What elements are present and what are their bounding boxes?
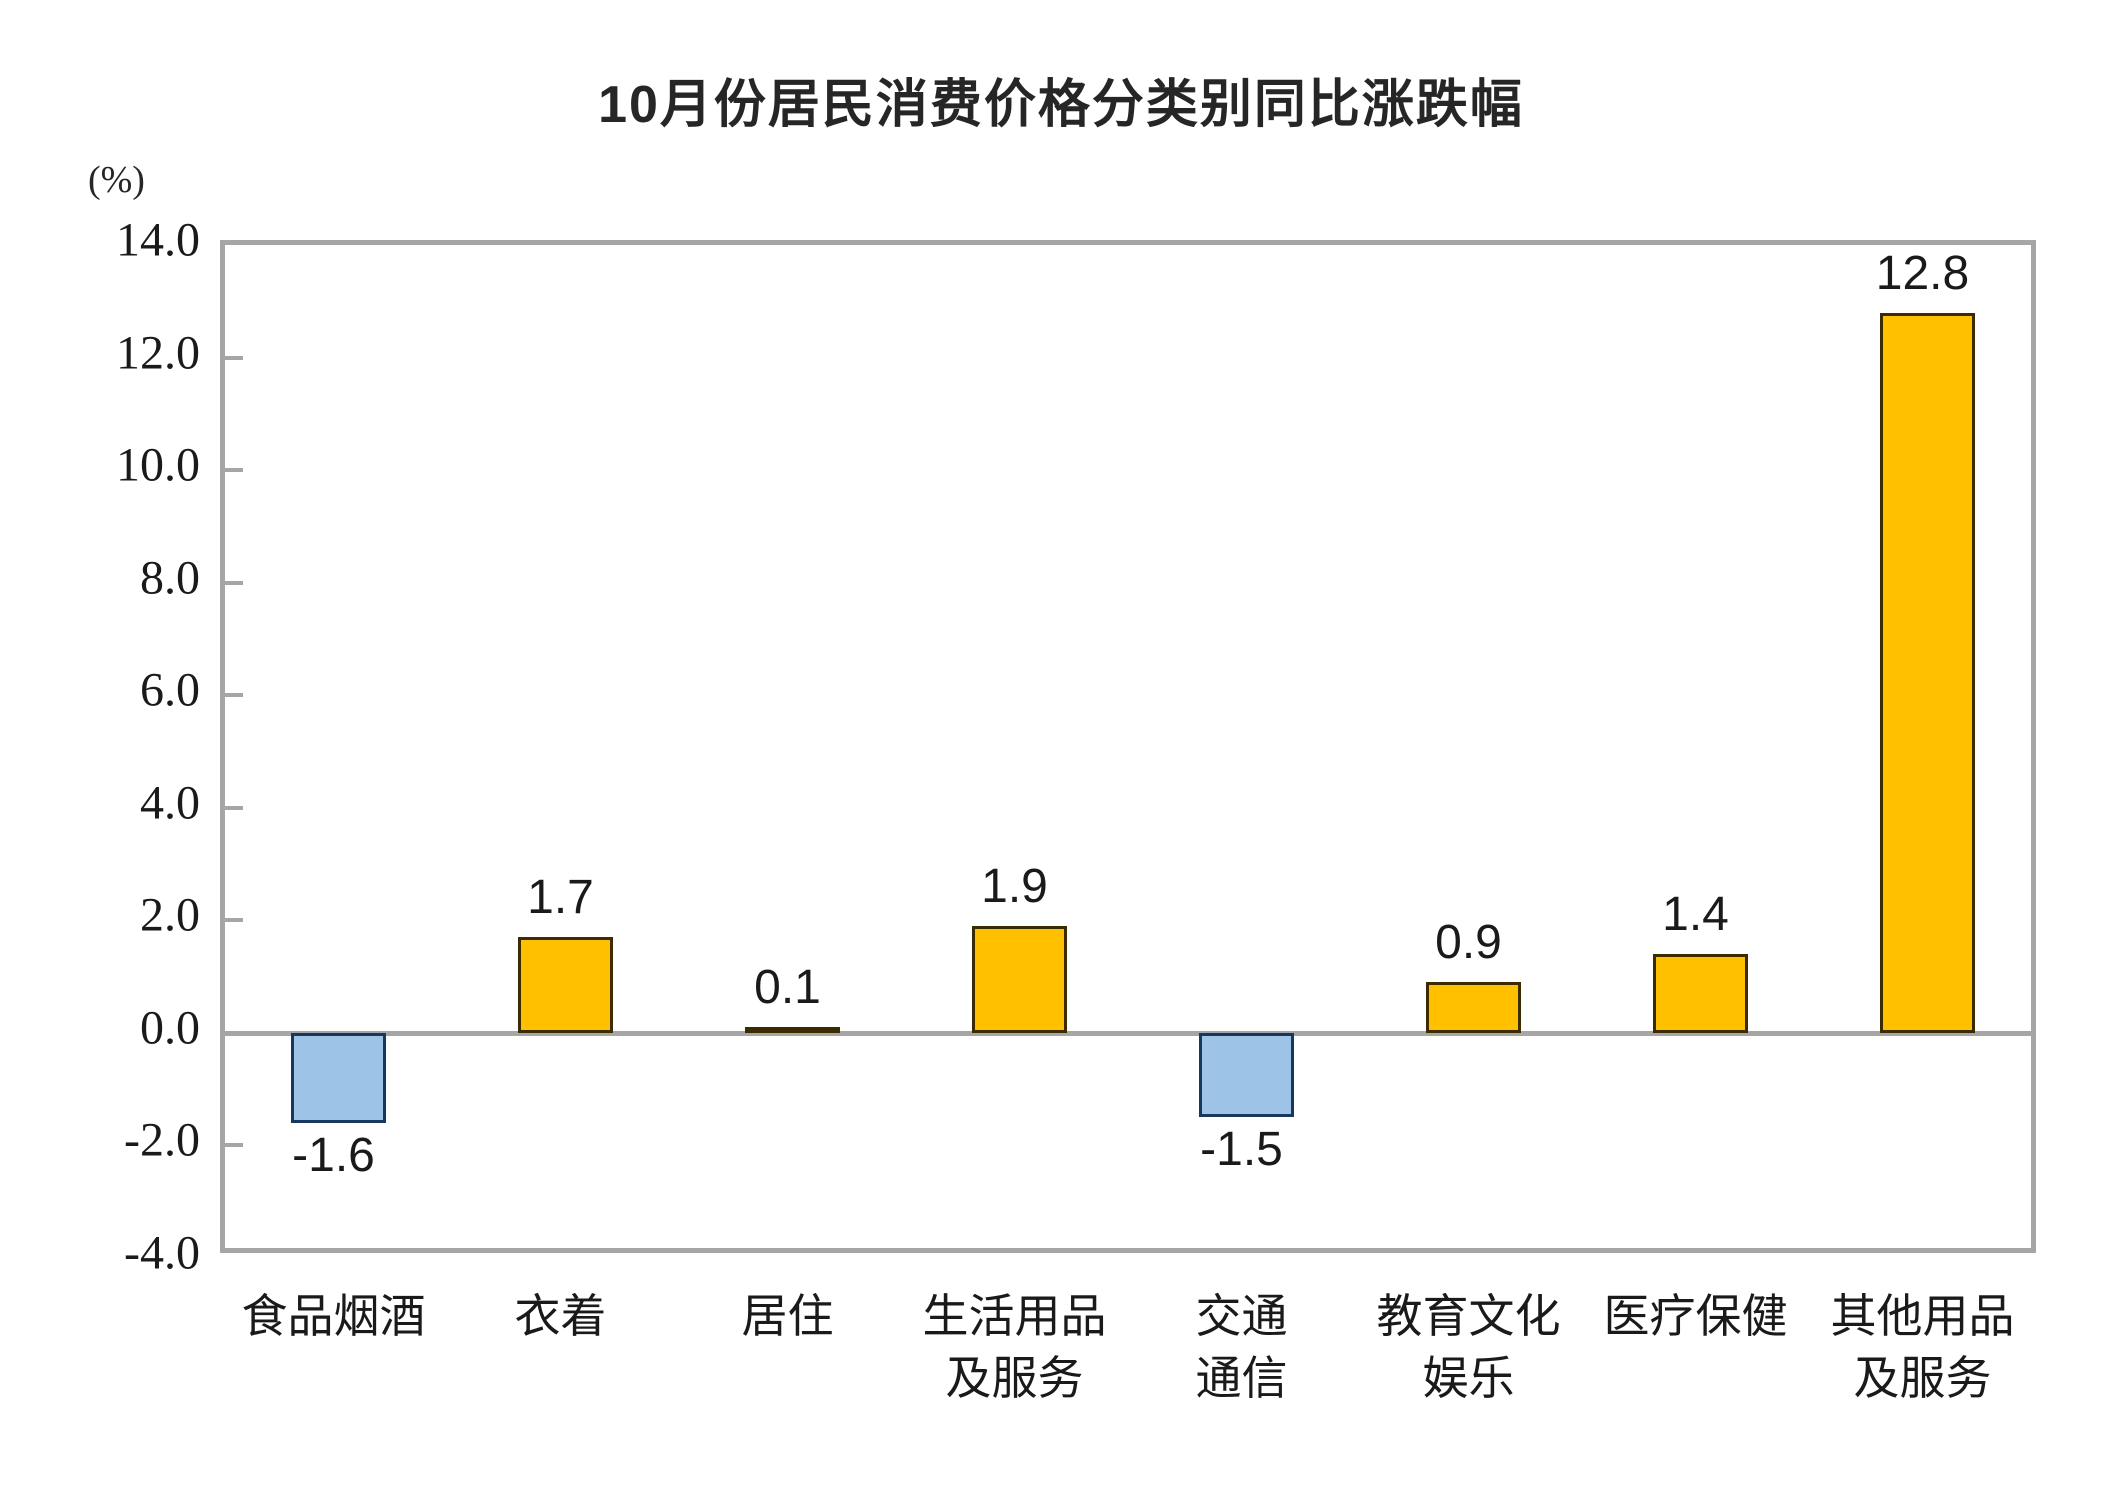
bar-value-label: -1.5 (1200, 1123, 1283, 1177)
x-category-label: 衣着 (514, 1290, 607, 1342)
y-axis-unit-label: (%) (88, 159, 145, 201)
y-tick-mark (225, 918, 243, 923)
bar (1880, 312, 1975, 1033)
bar-value-label: 1.7 (527, 871, 594, 925)
bar (518, 937, 613, 1033)
bar-value-label: 12.8 (1875, 246, 1970, 300)
x-category-label: 其他用品 及服务 (1830, 1290, 2015, 1404)
y-tick-mark (225, 693, 243, 698)
bar (1199, 1032, 1294, 1118)
bar-value-label: 1.4 (1662, 888, 1729, 942)
bar (1653, 954, 1748, 1033)
bar-value-label: 1.9 (981, 859, 1048, 913)
y-tick-label: 4.0 (140, 776, 200, 830)
bar (291, 1032, 386, 1123)
y-tick-mark (225, 355, 243, 360)
y-tick-label: 0.0 (140, 1001, 200, 1055)
bar (745, 1027, 840, 1034)
y-tick-label: 2.0 (140, 888, 200, 942)
y-tick-mark (225, 468, 243, 473)
y-tick-mark (225, 580, 243, 585)
x-category-label: 交通 通信 (1195, 1290, 1288, 1404)
bar-value-label: -1.6 (292, 1128, 375, 1182)
y-tick-label: 10.0 (116, 438, 200, 492)
x-category-label: 食品烟酒 (241, 1290, 426, 1342)
y-tick-mark (225, 1143, 243, 1148)
x-category-label: 生活用品 及服务 (922, 1290, 1107, 1404)
y-tick-label: 6.0 (140, 663, 200, 717)
chart-title: 10月份居民消费价格分类别同比涨跌幅 (598, 76, 1524, 134)
x-category-label: 居住 (741, 1290, 834, 1342)
y-tick-label: -2.0 (124, 1113, 200, 1167)
y-tick-label: 12.0 (116, 326, 200, 380)
y-tick-label: 14.0 (116, 213, 200, 267)
bar (1426, 982, 1521, 1033)
y-tick-label: -4.0 (124, 1226, 200, 1280)
zero-gridline (225, 1030, 2031, 1036)
x-category-label: 医疗保健 (1603, 1290, 1788, 1342)
plot-area (220, 240, 2036, 1253)
bar-value-label: 0.9 (1435, 916, 1502, 970)
bar (972, 925, 1067, 1033)
bar-value-label: 0.1 (754, 961, 821, 1015)
y-tick-mark (225, 805, 243, 810)
y-tick-label: 8.0 (140, 551, 200, 605)
x-category-label: 教育文化 娱乐 (1376, 1290, 1561, 1404)
